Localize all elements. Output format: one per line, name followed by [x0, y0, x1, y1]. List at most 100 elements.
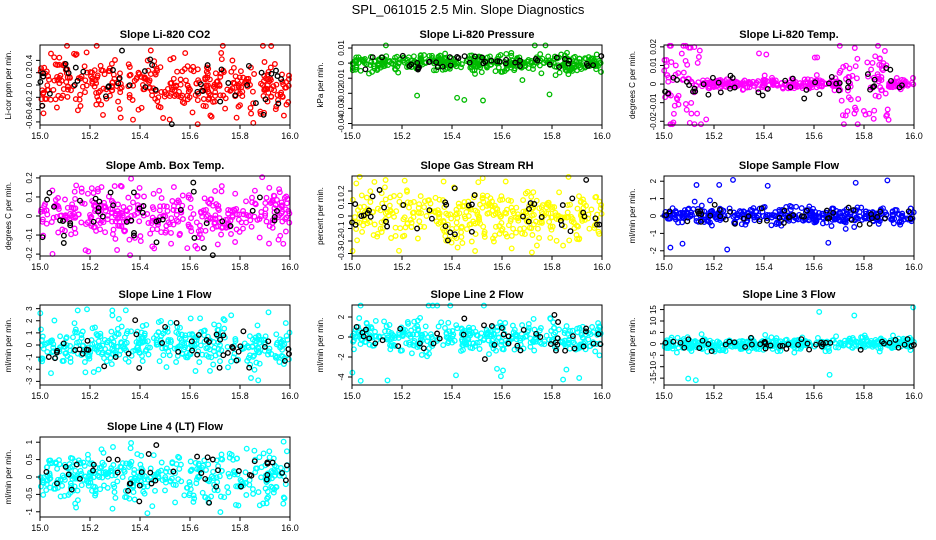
data-point [40, 110, 47, 117]
data-point [176, 232, 183, 238]
data-point-black [742, 343, 749, 350]
x-tick-label: 15.6 [805, 131, 823, 141]
data-point [182, 77, 189, 84]
y-tick-label: -1 [649, 229, 658, 237]
data-point [139, 335, 146, 341]
data-point [162, 487, 168, 494]
data-point [118, 464, 125, 471]
x-tick-label: 15.6 [181, 262, 199, 272]
data-point [221, 317, 228, 324]
data-point-black [433, 59, 440, 66]
data-point [136, 184, 143, 191]
data-point [50, 214, 57, 221]
data-point-black [901, 341, 908, 348]
data-point [57, 72, 64, 79]
data-point [128, 328, 135, 335]
panel-title: Slope Sample Flow [739, 160, 840, 172]
data-point [126, 495, 133, 502]
data-point [154, 226, 161, 233]
data-point [492, 68, 499, 75]
data-point [167, 56, 174, 63]
data-point [104, 339, 111, 346]
data-point [134, 451, 141, 458]
data-point [254, 344, 261, 351]
data-point [130, 199, 136, 206]
data-point [147, 230, 154, 237]
data-point [280, 438, 287, 445]
data-point [59, 472, 66, 479]
data-point [545, 199, 552, 206]
data-point [248, 375, 254, 381]
y-tick-label: -0.5 [25, 487, 34, 501]
data-point [102, 207, 109, 214]
data-point [556, 326, 562, 333]
data-point [825, 239, 832, 246]
x-tick-label: 15.2 [705, 262, 723, 272]
y-tick-label: -0.3 [337, 246, 346, 260]
panel-title: Slope Line 1 Flow [119, 289, 212, 301]
data-point [563, 366, 570, 373]
data-point-black [798, 213, 805, 220]
data-point [59, 226, 66, 233]
data-point [360, 57, 367, 64]
data-point [685, 375, 692, 382]
data-point [593, 193, 600, 200]
data-point [700, 336, 707, 343]
x-tick-label: 15.0 [31, 131, 49, 141]
data-point-black [580, 343, 587, 350]
x-tick-label: 15.2 [81, 523, 99, 533]
data-point [751, 82, 757, 89]
data-point-black [517, 63, 523, 69]
data-point [78, 335, 85, 342]
data-point [819, 214, 826, 221]
data-point-black [102, 93, 109, 100]
data-point [576, 375, 583, 381]
data-point [386, 321, 393, 328]
data-point [48, 50, 54, 57]
data-point-black [213, 483, 220, 490]
x-tick-label: 15.0 [343, 391, 361, 401]
data-point [221, 494, 228, 501]
data-point [92, 484, 98, 490]
data-point [208, 113, 215, 120]
data-point-black [468, 201, 475, 208]
data-point [881, 48, 888, 54]
y-axis: -0.3-0.2-0.100.10.2 [337, 185, 352, 260]
data-point [163, 91, 170, 98]
data-point [216, 473, 223, 480]
data-point-black [531, 201, 538, 207]
data-point-black [235, 348, 242, 355]
data-point [53, 104, 60, 111]
data-point [798, 205, 805, 212]
y-tick-label: 5 [649, 330, 658, 335]
data-point [203, 352, 210, 359]
data-point-black [699, 337, 706, 344]
data-point [156, 358, 163, 365]
data-point [459, 240, 466, 246]
data-point [479, 195, 486, 202]
data-point [257, 111, 264, 117]
data-point [212, 188, 219, 194]
data-point [572, 53, 578, 60]
data-point-black [691, 85, 698, 92]
plot-frame [663, 44, 915, 126]
data-point [270, 83, 277, 90]
data-point [230, 354, 237, 361]
data-point [359, 228, 366, 235]
data-points [37, 438, 291, 517]
data-point-black [554, 341, 561, 348]
y-axis: -4-202 [337, 314, 352, 381]
data-point [499, 196, 506, 203]
data-point [73, 343, 80, 350]
data-point [507, 62, 514, 68]
data-point [155, 103, 162, 110]
data-point [85, 455, 92, 462]
data-point-black [114, 469, 121, 476]
data-point-black [556, 64, 563, 70]
data-point [85, 479, 92, 486]
x-tick-label: 15.2 [81, 131, 99, 141]
data-point [102, 229, 109, 236]
data-point [675, 344, 682, 351]
data-point [202, 76, 209, 83]
